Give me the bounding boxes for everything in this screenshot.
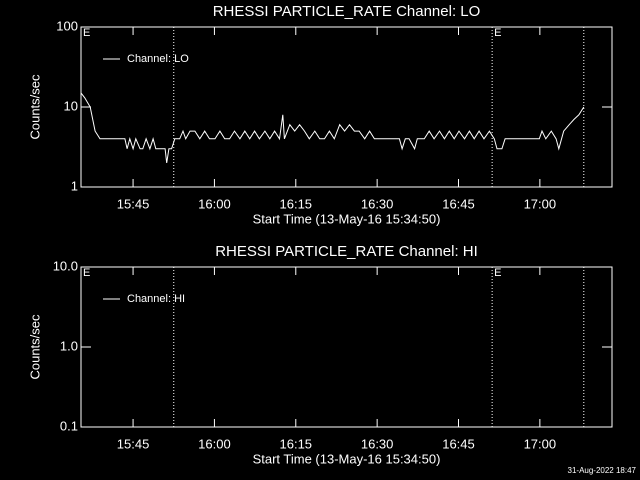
event-marker: E xyxy=(83,27,90,39)
plot-frame xyxy=(80,26,613,188)
plot-frame xyxy=(80,266,613,428)
x-tick-label: 16:00 xyxy=(198,196,231,211)
y-tick-label: 100 xyxy=(56,18,78,33)
y-axis-label: Counts/sec xyxy=(27,314,42,380)
chart-title: RHESSI PARTICLE_RATE Channel: LO xyxy=(213,3,481,20)
x-tick-label: 17:00 xyxy=(524,436,557,451)
footer-timestamp: 31-Aug-2022 18:47 xyxy=(568,466,637,475)
y-axis-label: Counts/sec xyxy=(27,74,42,140)
y-tick-label: 1 xyxy=(71,178,78,193)
x-tick-label: 17:00 xyxy=(524,196,557,211)
x-tick-label: 15:45 xyxy=(117,196,150,211)
legend-label: Channel: LO xyxy=(127,53,189,65)
y-tick-label: 1.0 xyxy=(60,338,78,353)
y-tick-label: 10 xyxy=(64,98,78,113)
x-tick-label: 16:30 xyxy=(361,436,394,451)
x-tick-label: 15:45 xyxy=(117,436,150,451)
x-tick-label: 16:15 xyxy=(280,436,313,451)
x-axis-label: Start Time (13-May-16 15:34:50) xyxy=(253,451,441,466)
x-tick-label: 16:30 xyxy=(361,196,394,211)
event-marker: E xyxy=(494,267,501,279)
event-marker: E xyxy=(494,27,501,39)
x-tick-label: 16:45 xyxy=(442,196,475,211)
y-tick-label: 0.1 xyxy=(60,418,78,433)
x-tick-label: 16:15 xyxy=(280,196,313,211)
x-tick-label: 16:00 xyxy=(198,436,231,451)
x-tick-label: 16:45 xyxy=(442,436,475,451)
legend-label: Channel: HI xyxy=(127,293,185,305)
y-tick-label: 10.0 xyxy=(53,258,78,273)
data-line xyxy=(80,92,585,163)
x-axis-label: Start Time (13-May-16 15:34:50) xyxy=(253,211,441,226)
chart-title: RHESSI PARTICLE_RATE Channel: HI xyxy=(215,243,478,260)
event-marker: E xyxy=(83,267,90,279)
